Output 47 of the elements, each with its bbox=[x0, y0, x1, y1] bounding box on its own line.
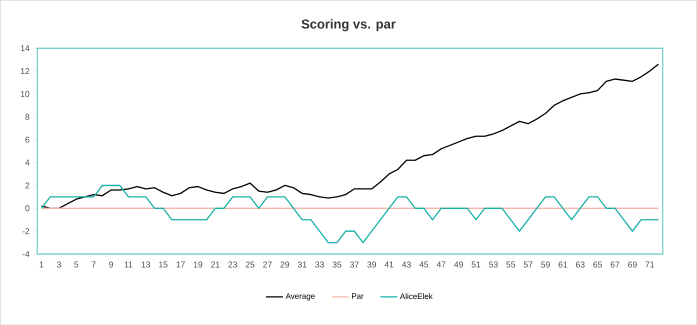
x-tick-label: 47 bbox=[436, 261, 446, 268]
x-tick-label: 61 bbox=[558, 261, 568, 268]
x-tick-label: 51 bbox=[472, 261, 480, 268]
x-tick-label: 69 bbox=[628, 261, 637, 268]
x-tick-label: 13 bbox=[142, 261, 150, 268]
x-tick-label: 19 bbox=[194, 261, 202, 268]
x-tick-label: 23 bbox=[228, 261, 238, 268]
x-tick-label: 41 bbox=[384, 261, 394, 268]
y-tick-label: 8 bbox=[25, 114, 30, 120]
x-tick-label: 33 bbox=[315, 261, 324, 268]
x-tick-label: 27 bbox=[263, 261, 272, 268]
x-tick-label: 53 bbox=[489, 261, 498, 268]
y-tick-label: 6 bbox=[25, 136, 30, 143]
y-tick-label: 0 bbox=[25, 205, 30, 212]
x-tick-label: 5 bbox=[74, 261, 78, 268]
x-tick-label: 21 bbox=[211, 261, 220, 268]
y-tick-label: 2 bbox=[25, 182, 30, 188]
y-tick-label: -2 bbox=[22, 228, 30, 234]
y-tick-label: 12 bbox=[20, 68, 30, 74]
y-tick-label: 4 bbox=[25, 160, 30, 166]
x-tick-label: 63 bbox=[576, 261, 585, 268]
x-tick-label: 15 bbox=[159, 261, 168, 268]
x-tick-label: 29 bbox=[280, 261, 290, 268]
y-tick-label: -4 bbox=[22, 251, 30, 257]
y-tick-label: 10 bbox=[20, 90, 30, 97]
x-tick-label: 9 bbox=[109, 261, 114, 268]
x-tick-label: 35 bbox=[332, 261, 342, 268]
x-tick-label: 17 bbox=[176, 261, 185, 268]
x-tick-label: 1 bbox=[40, 261, 44, 268]
x-tick-label: 7 bbox=[92, 261, 96, 268]
x-tick-label: 45 bbox=[419, 261, 428, 268]
x-tick-label: 55 bbox=[506, 261, 516, 268]
x-tick-label: 37 bbox=[350, 261, 359, 268]
x-tick-label: 39 bbox=[367, 261, 376, 268]
x-tick-label: 11 bbox=[124, 261, 132, 268]
x-tick-label: 25 bbox=[246, 261, 254, 268]
x-tick-label: 71 bbox=[646, 261, 654, 268]
x-tick-label: 59 bbox=[541, 261, 550, 268]
y-tick-label: 14 bbox=[20, 45, 30, 51]
x-tick-label: 57 bbox=[524, 261, 532, 268]
x-tick-label: 49 bbox=[454, 261, 463, 268]
chart-title: Scoring vs. par bbox=[302, 19, 396, 32]
x-tick-label: 67 bbox=[610, 261, 620, 268]
x-tick-label: 31 bbox=[298, 261, 307, 268]
x-tick-label: 65 bbox=[593, 261, 602, 268]
x-tick-label: 3 bbox=[56, 261, 61, 268]
x-tick-label: 43 bbox=[402, 261, 411, 268]
